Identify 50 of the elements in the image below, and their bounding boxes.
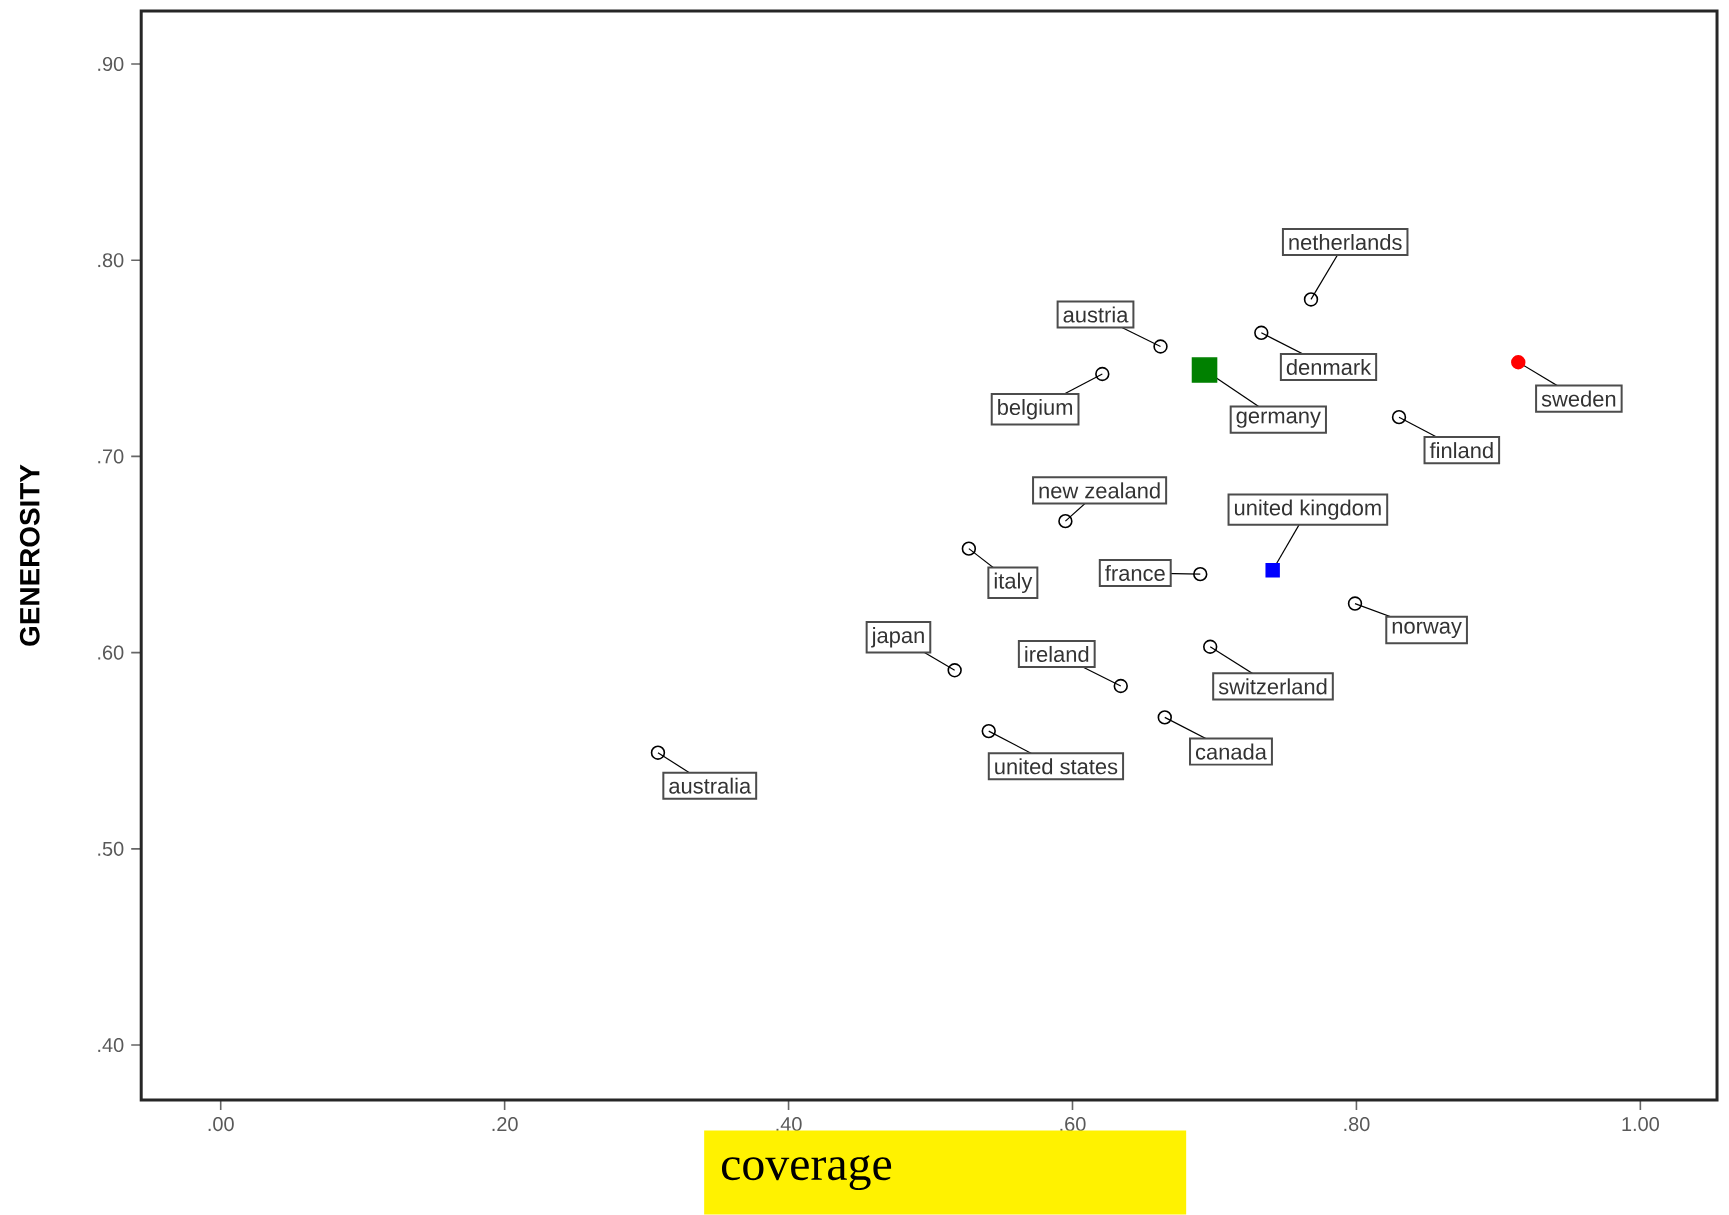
annotation: ireland [1025, 645, 1089, 663]
annotation: australia [669, 777, 752, 794]
x-axis-title: coverage [721, 1155, 892, 1191]
y-tick-label: .50 [98, 841, 124, 856]
annotation: belgium [998, 398, 1073, 420]
point [1347, 596, 1363, 611]
annotation: finland [1429, 442, 1493, 459]
annotation: japan [871, 627, 924, 648]
point [1095, 366, 1110, 382]
point [947, 663, 962, 678]
annotation: germany [1236, 411, 1321, 428]
y-tick-label: .40 [98, 1038, 124, 1053]
annotation: austria [1063, 306, 1129, 323]
point [1191, 357, 1218, 383]
x-tick-label: .60 [1060, 1117, 1086, 1132]
x-tick-label: .40 [776, 1117, 802, 1132]
point [1254, 325, 1269, 340]
point [1265, 563, 1280, 578]
point [1303, 292, 1319, 307]
point [1113, 678, 1128, 694]
y-axis-title: GENEROSITY [19, 464, 40, 646]
annotation: norway [1392, 621, 1462, 639]
annotation: sweden [1541, 390, 1616, 407]
x-tick-label: 1.00 [1622, 1117, 1659, 1132]
annotation: canada [1195, 743, 1267, 760]
point [1391, 409, 1407, 425]
annotation: italy [994, 572, 1033, 594]
point [650, 745, 666, 760]
annotation: new zealand [1039, 482, 1160, 499]
annotation: switzerland [1218, 678, 1327, 695]
point [1153, 339, 1168, 354]
y-tick-label: .90 [98, 56, 124, 72]
y-tick-label: .70 [98, 449, 124, 464]
annotation: netherlands [1289, 233, 1402, 251]
point [981, 723, 996, 739]
x-tick-label: .20 [492, 1117, 518, 1132]
point [1157, 710, 1172, 725]
point [1203, 639, 1218, 654]
annotation: united kingdom [1234, 499, 1381, 520]
annotation: denmark [1286, 358, 1372, 376]
x-tick-label: .80 [1344, 1117, 1370, 1132]
x-tick-label: .00 [208, 1117, 234, 1132]
point [1193, 566, 1208, 582]
point [1058, 513, 1073, 529]
annotation: france [1105, 564, 1165, 581]
annotation: united states [995, 758, 1118, 775]
point [961, 541, 977, 556]
y-tick-label: .60 [98, 645, 124, 660]
point [1511, 355, 1526, 370]
y-tick-label: .80 [98, 253, 124, 268]
